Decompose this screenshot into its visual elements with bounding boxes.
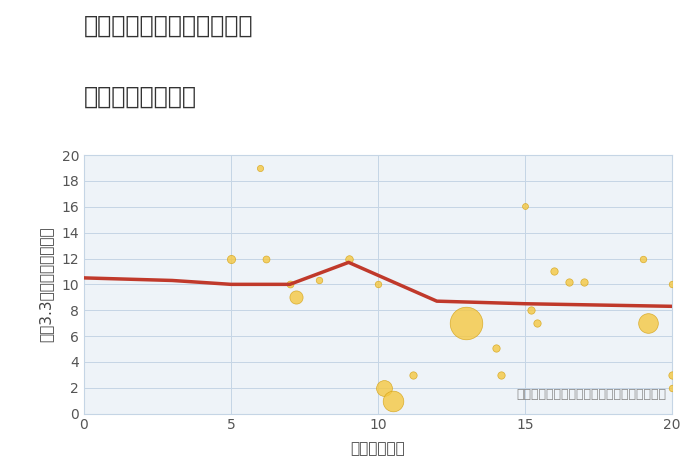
Point	[666, 384, 678, 392]
Point	[525, 306, 536, 314]
Point	[637, 255, 648, 262]
Point	[314, 277, 325, 284]
Point	[255, 164, 266, 172]
Point	[284, 281, 295, 288]
X-axis label: 駅距離（分）: 駅距離（分）	[351, 441, 405, 456]
Point	[225, 255, 237, 262]
Point	[260, 255, 272, 262]
Point	[564, 278, 575, 285]
Point	[531, 320, 542, 327]
Point	[666, 281, 678, 288]
Point	[578, 278, 589, 285]
Y-axis label: 坪（3.3㎡）単価（万円）: 坪（3.3㎡）単価（万円）	[38, 227, 53, 342]
Text: 三重県松阪市飯南町深野の: 三重県松阪市飯南町深野の	[84, 14, 253, 38]
Point	[378, 384, 389, 392]
Point	[387, 397, 398, 404]
Point	[372, 281, 384, 288]
Point	[519, 202, 531, 209]
Point	[666, 371, 678, 379]
Point	[461, 320, 472, 327]
Point	[643, 320, 654, 327]
Point	[343, 255, 354, 262]
Text: 駅距離別土地価格: 駅距離別土地価格	[84, 85, 197, 109]
Point	[407, 371, 419, 379]
Text: 円の大きさは、取引のあった物件面積を示す: 円の大きさは、取引のあった物件面積を示す	[516, 388, 666, 400]
Point	[490, 344, 501, 352]
Point	[496, 371, 507, 379]
Point	[549, 267, 560, 275]
Point	[290, 293, 301, 301]
